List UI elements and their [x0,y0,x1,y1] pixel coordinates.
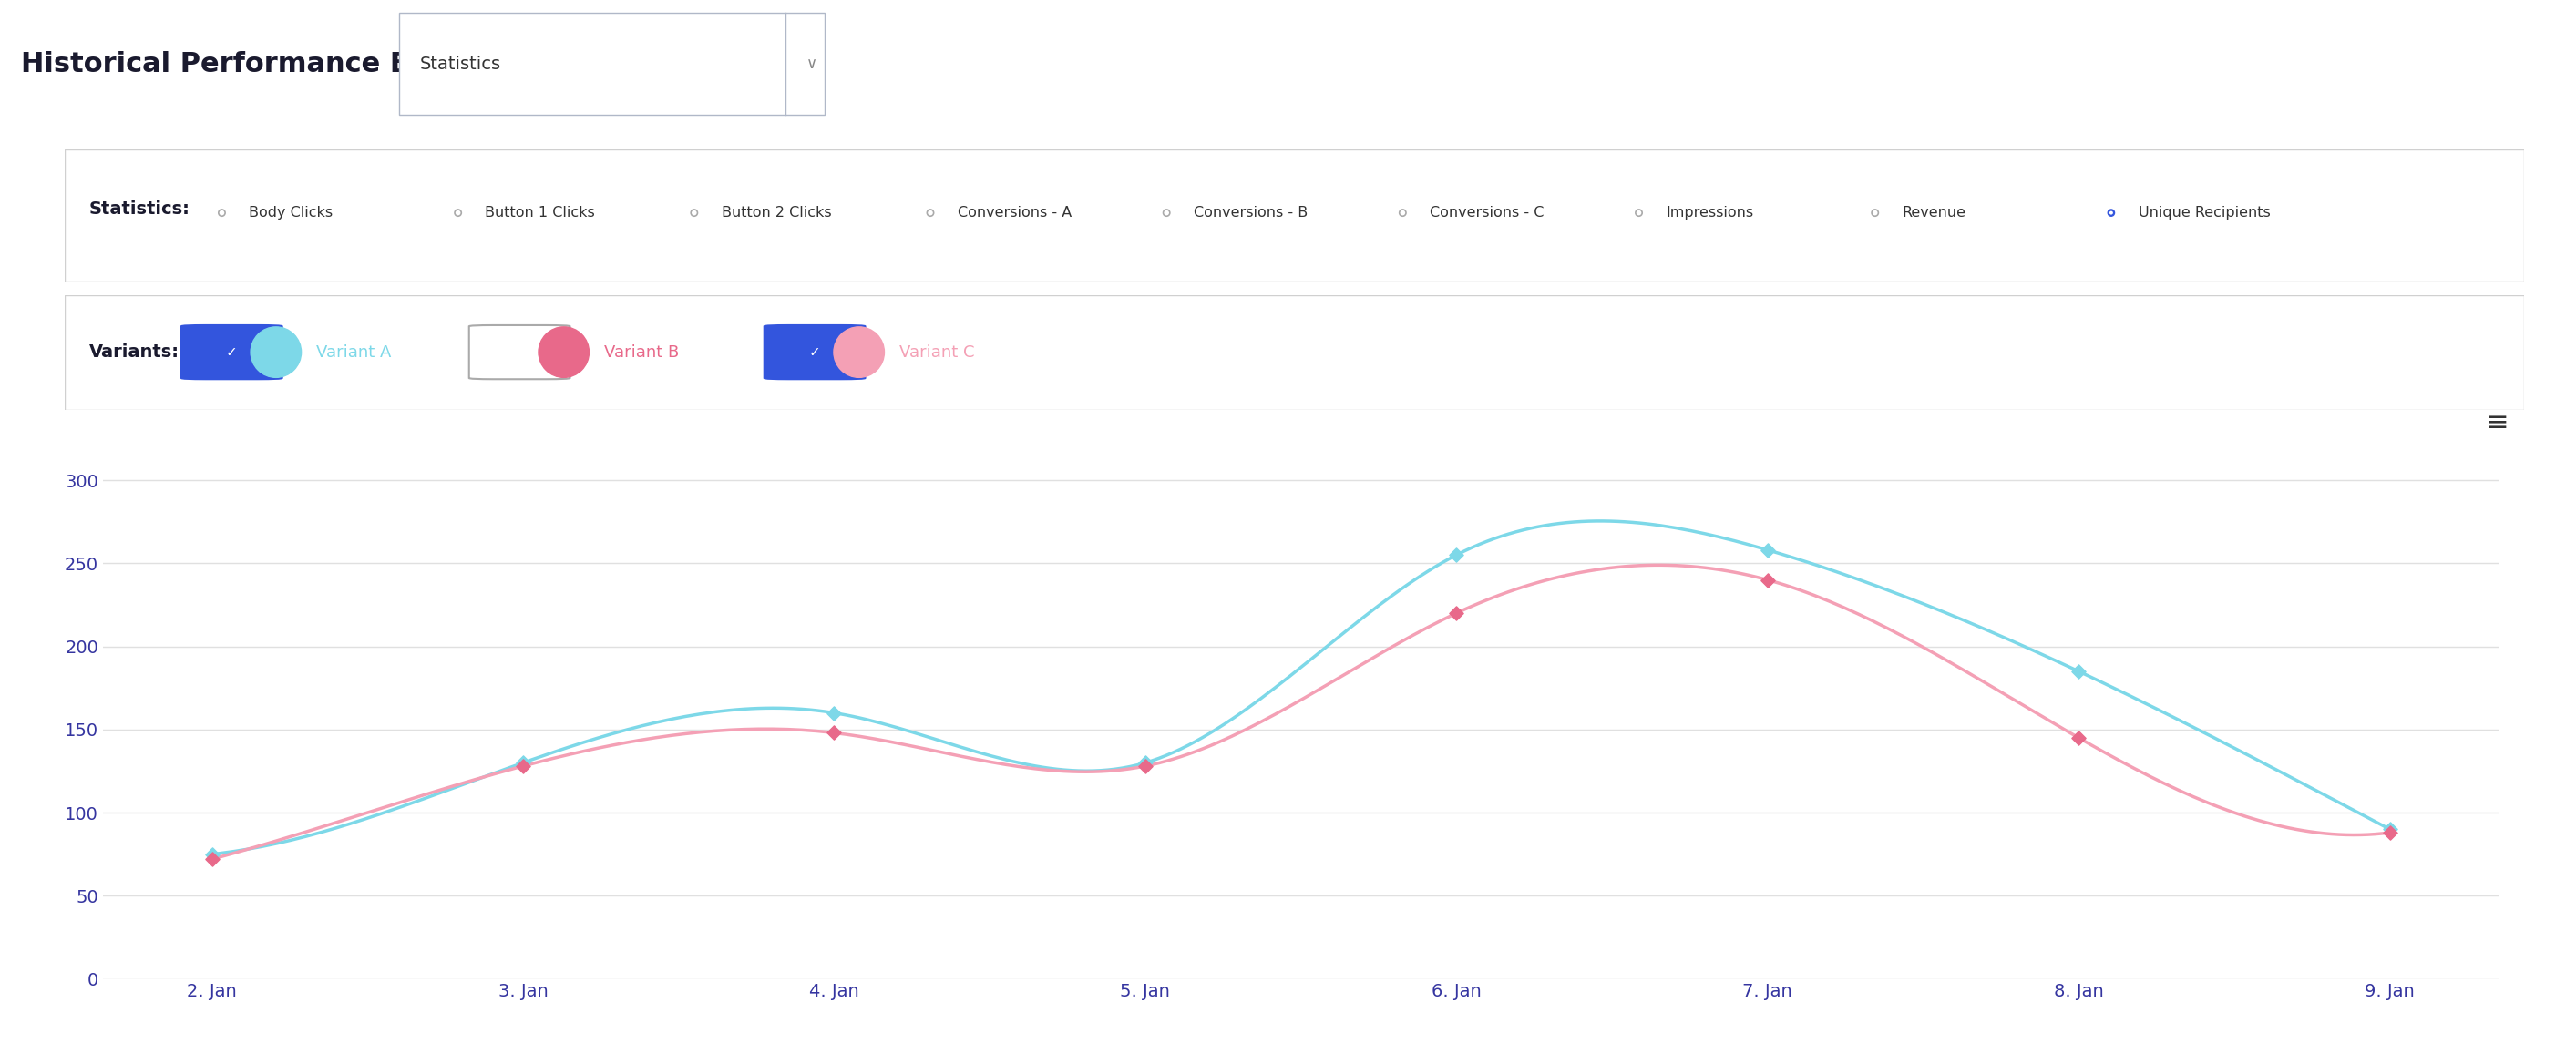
Point [2058,729,2099,746]
Text: Impressions: Impressions [1667,206,1754,219]
Ellipse shape [2107,210,2115,216]
Point [814,704,855,721]
Text: Variant C: Variant C [899,344,974,361]
Text: Historical Performance By: Historical Performance By [21,51,428,77]
Point [1435,547,1476,564]
Ellipse shape [835,327,884,378]
FancyBboxPatch shape [180,326,283,379]
Point [191,846,232,863]
Point [502,754,544,771]
Text: Variant A: Variant A [317,344,392,361]
Text: Variant B: Variant B [603,344,680,361]
FancyBboxPatch shape [765,326,866,379]
FancyBboxPatch shape [64,295,2524,410]
Point [814,725,855,742]
Text: Conversions - B: Conversions - B [1193,206,1309,219]
Point [1435,604,1476,621]
Point [191,851,232,868]
Text: Button 2 Clicks: Button 2 Clicks [721,206,832,219]
Text: Revenue: Revenue [1901,206,1965,219]
Text: Conversions - C: Conversions - C [1430,206,1543,219]
Text: Variants:: Variants: [90,344,180,361]
Text: ✓: ✓ [809,346,822,359]
Text: ≡: ≡ [2486,410,2509,436]
Point [2058,663,2099,680]
FancyBboxPatch shape [469,326,569,379]
Text: ∨: ∨ [806,55,817,72]
Point [2370,824,2411,841]
Text: Unique Recipients: Unique Recipients [2138,206,2269,219]
Ellipse shape [538,327,590,378]
Point [1126,754,1167,771]
Text: Button 1 Clicks: Button 1 Clicks [484,206,595,219]
Point [2370,820,2411,837]
Point [1126,758,1167,775]
Text: Body Clicks: Body Clicks [250,206,332,219]
Text: Statistics: Statistics [420,55,502,72]
Point [1747,542,1788,559]
Point [502,758,544,775]
FancyBboxPatch shape [399,13,824,115]
Point [1747,571,1788,588]
Text: Statistics:: Statistics: [90,200,191,217]
Text: Conversions - A: Conversions - A [958,206,1072,219]
Text: ✓: ✓ [227,346,237,359]
FancyBboxPatch shape [64,149,2524,282]
Ellipse shape [250,327,301,378]
